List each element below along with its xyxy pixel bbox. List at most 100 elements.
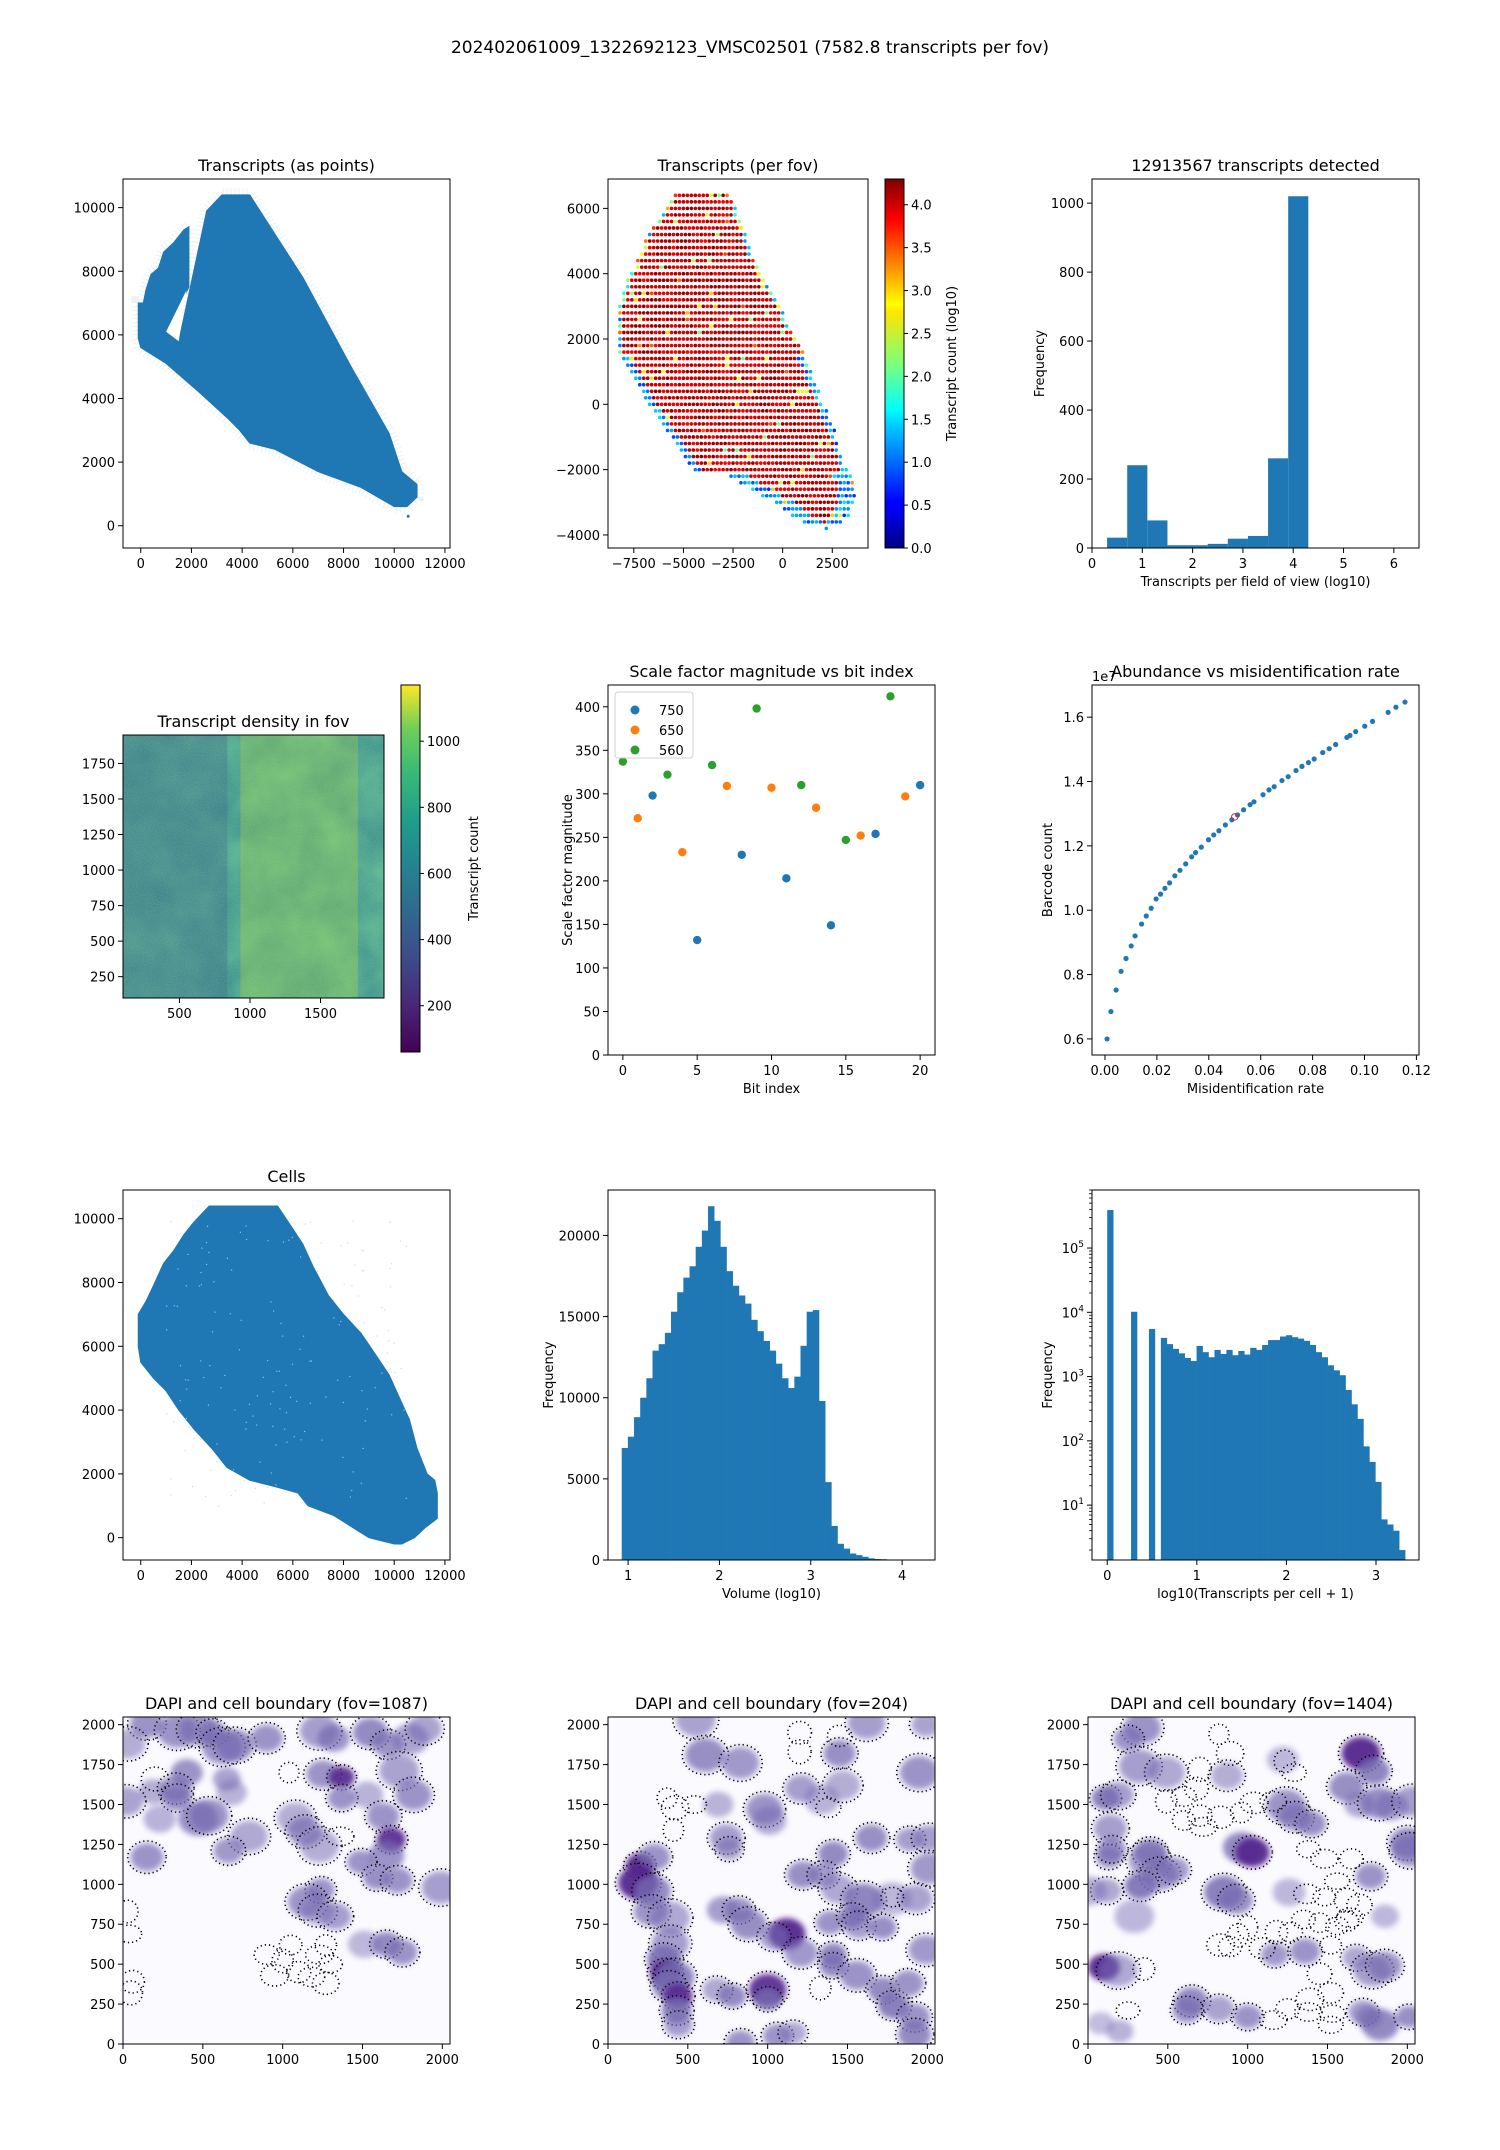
transcripts-per-fov-fov-point — [782, 441, 787, 446]
transcripts-per-fov-fov-point — [810, 402, 815, 407]
transcripts-per-fov-fov-point — [697, 291, 702, 296]
dapi-204-cell-boundary — [755, 1921, 793, 1953]
transcripts-per-fov-fov-point — [822, 454, 827, 459]
transcripts-per-fov-fov-point — [689, 382, 694, 387]
transcripts-per-fov-fov-point — [735, 245, 739, 250]
transcripts-per-fov-fov-point — [703, 232, 708, 237]
transcripts-per-fov-fov-point — [780, 369, 785, 374]
transcripts-per-fov-fov-point — [705, 389, 710, 394]
transcripts-per-fov-fov-point — [703, 461, 708, 465]
transcripts-per-fov-fov-point — [721, 356, 725, 361]
transcripts-per-fov-fov-point — [641, 337, 646, 341]
transcripts-per-fov-fov-point — [755, 441, 759, 446]
transcripts-per-fov-fov-point — [661, 376, 666, 380]
transcripts-per-fov-fov-point — [681, 356, 686, 361]
dapi-1404-cell-boundary — [1318, 2004, 1347, 2024]
transcripts-per-fov-fov-point — [743, 252, 747, 256]
transcripts-per-fov-fov-point — [790, 487, 795, 492]
transcripts-per-fov-fov-point — [707, 232, 712, 237]
transcripts-per-fov-fov-point — [784, 389, 789, 394]
transcripts-per-fov-fov-point — [733, 389, 737, 394]
transcripts-per-fov-fov-point — [657, 409, 662, 413]
dapi-1087-cell-boundary — [226, 1817, 272, 1856]
transcripts-per-fov-fov-point — [727, 448, 731, 452]
transcripts-per-fov-fov-point — [661, 304, 666, 309]
dapi-1404-cell-boundary — [1306, 1962, 1333, 1986]
transcripts-per-fov-fov-point — [677, 337, 682, 341]
dapi-1404-nucleus — [1113, 1727, 1143, 1752]
transcripts-per-fov-fov-point — [675, 239, 680, 243]
transcripts-per-fov-fov-point — [810, 500, 815, 505]
transcripts-per-fov-fov-point — [709, 278, 714, 283]
transcripts-per-fov-fov-point — [772, 369, 777, 374]
transcripts-per-fov-fov-point — [802, 395, 807, 400]
transcripts-per-fov-fov-point — [826, 448, 831, 452]
transcripts-per-fov-fov-point — [725, 376, 729, 380]
transcripts-per-fov-fov-point — [687, 245, 692, 250]
transcripts-per-fov-fov-point — [747, 480, 751, 485]
transcripts-per-fov-fov-point — [836, 493, 841, 498]
transcripts-per-fov-fov-point — [755, 435, 759, 439]
abundance-misid-point — [1153, 896, 1159, 902]
dapi-1087-frame — [122, 1716, 451, 2045]
transcripts-per-fov-fov-point — [810, 395, 815, 400]
dapi-1087-cell-boundary — [123, 1969, 146, 1994]
transcripts-per-fov-fov-point — [697, 369, 702, 374]
transcripts-per-fov-fov-point — [659, 258, 664, 263]
cells-gap-speck — [179, 1365, 182, 1367]
transcripts-per-fov-fov-point — [749, 467, 753, 472]
transcripts-per-fov-fov-point — [729, 422, 733, 426]
dapi-1404-cell-boundary — [1364, 1948, 1406, 1984]
transcripts-per-fov-fov-point — [826, 500, 831, 505]
transcripts-per-fov-fov-point — [735, 258, 739, 263]
transcripts-per-fov-fov-point — [788, 467, 793, 472]
transcripts-per-fov-fov-point — [830, 461, 835, 465]
transcripts-per-fov-fov-point — [731, 245, 735, 250]
transcripts-per-fov-fov-point — [669, 415, 674, 420]
transcripts-per-fov-fov-point — [689, 219, 694, 224]
transcripts-per-fov-fov-point — [810, 448, 815, 452]
transcripts-per-fov-fov-point — [818, 402, 823, 407]
dapi-204-cell-boundary — [751, 1985, 784, 2013]
dapi-1404-nucleus — [1093, 1814, 1127, 1843]
transcripts-per-fov-fov-point — [810, 461, 815, 465]
transcripts-per-fov-fov-point — [725, 356, 729, 361]
transcripts-per-fov-fov-point — [778, 487, 783, 492]
cells-gap-speck — [200, 1271, 202, 1274]
abundance-misid-point — [1247, 802, 1253, 808]
transcripts-per-fov-fov-point — [808, 493, 813, 498]
transcripts-per-fov-fov-point — [630, 337, 634, 341]
transcripts-per-fov-fov-point — [759, 461, 763, 465]
transcripts-per-fov-fov-point — [772, 330, 777, 335]
transcripts-per-fov-fov-point — [677, 428, 682, 433]
transcripts-per-fov-fov-point — [788, 369, 793, 374]
abundance-misid-point — [1108, 1008, 1114, 1015]
transcript-density-colorbar-label: Transcript count — [467, 816, 482, 922]
transcripts-per-fov-fov-point — [703, 239, 708, 243]
transcripts-per-fov-fov-point — [729, 213, 733, 217]
transcripts-per-fov-fov-point — [681, 324, 686, 328]
transcripts-per-fov-fov-point — [633, 298, 638, 302]
dapi-204-cell-boundary — [661, 2010, 696, 2040]
cells-gap-speck — [363, 1322, 366, 1324]
transcripts-per-fov-fov-point — [842, 507, 846, 511]
transcript-density-ytick-label: 1000 — [82, 864, 115, 879]
cells-gap-speck — [360, 1482, 362, 1484]
transcript-density-colorbar — [400, 684, 421, 1053]
transcripts-per-fov-fov-point — [747, 395, 751, 400]
transcripts-per-fov-fov-point — [800, 363, 805, 367]
transcripts-per-fov-fov-point — [725, 415, 729, 420]
transcripts-per-fov-fov-point — [762, 448, 767, 452]
transcripts-per-fov-fov-point — [685, 284, 690, 289]
transcripts-per-fov-fov-point — [657, 415, 662, 420]
transcripts-per-fov-fov-point — [669, 291, 674, 296]
dapi-1087-cell-boundary — [343, 1847, 378, 1877]
transcripts-per-fov-fov-point — [709, 363, 714, 367]
transcripts-per-fov-fov-point — [784, 376, 789, 380]
transcripts-per-fov-fov-point — [691, 454, 696, 459]
transcripts-per-fov-fov-point — [689, 298, 694, 302]
dapi-204-xtick-label: 2000 — [911, 2053, 944, 2068]
transcripts-per-fov-fov-point — [691, 435, 696, 439]
transcripts-per-fov-fov-point — [707, 252, 712, 256]
transcripts-per-fov-fov-point — [749, 350, 753, 354]
